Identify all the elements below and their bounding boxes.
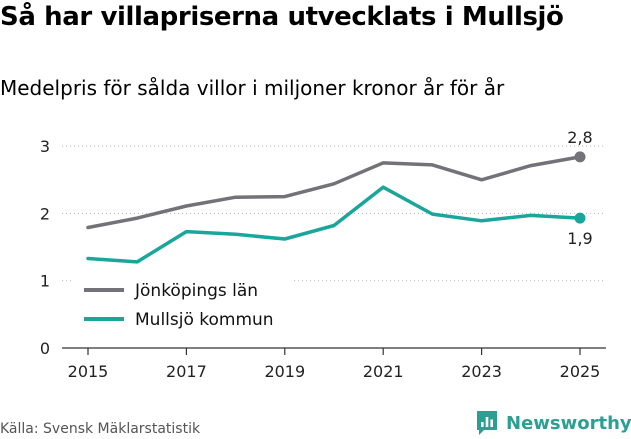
axis-ticks: 0 1 2 3 2015 2017 2019 2021 2023 2025 [40, 137, 601, 381]
x-tick-label-2017: 2017 [166, 362, 207, 381]
series-line-0 [86, 155, 582, 230]
source-note: Källa: Svensk Mäklarstatistik [0, 421, 201, 437]
y-tick-label-2: 2 [40, 204, 50, 223]
series-line-1 [86, 185, 582, 264]
x-tick-label-2015: 2015 [68, 362, 109, 381]
legend-label-0: Jönköpings län [134, 281, 258, 301]
bar-chart-speech-bubble-icon [477, 411, 497, 435]
brand-name: Newsworthy [506, 412, 631, 434]
chart-subtitle: Medelpris för sålda villor i miljoner kr… [0, 76, 505, 100]
x-tick-label-2021: 2021 [363, 362, 404, 381]
y-tick-label-3: 3 [40, 137, 50, 156]
legend: Jönköpings län Mullsjö kommun [74, 267, 294, 337]
x-tick-label-2025: 2025 [560, 362, 601, 381]
chart-title: Så har villapriserna utvecklats i Mullsj… [0, 2, 564, 32]
y-tick-label-0: 0 [40, 339, 50, 358]
x-tick-label-2023: 2023 [461, 362, 502, 381]
end-label-0: 2,8 [567, 128, 592, 147]
end-label-1: 1,9 [567, 229, 592, 248]
x-tick-label-2019: 2019 [264, 362, 305, 381]
brand-logo: Newsworthy [475, 410, 631, 436]
series-end-marker-0 [574, 151, 586, 163]
series-lines [86, 151, 586, 264]
grid-lines [62, 145, 606, 349]
legend-background [74, 267, 294, 337]
legend-label-1: Mullsjö kommun [135, 310, 274, 330]
series-end-marker-1 [574, 212, 586, 224]
y-tick-label-1: 1 [40, 272, 50, 291]
end-labels: 2,8 1,9 [567, 128, 592, 248]
